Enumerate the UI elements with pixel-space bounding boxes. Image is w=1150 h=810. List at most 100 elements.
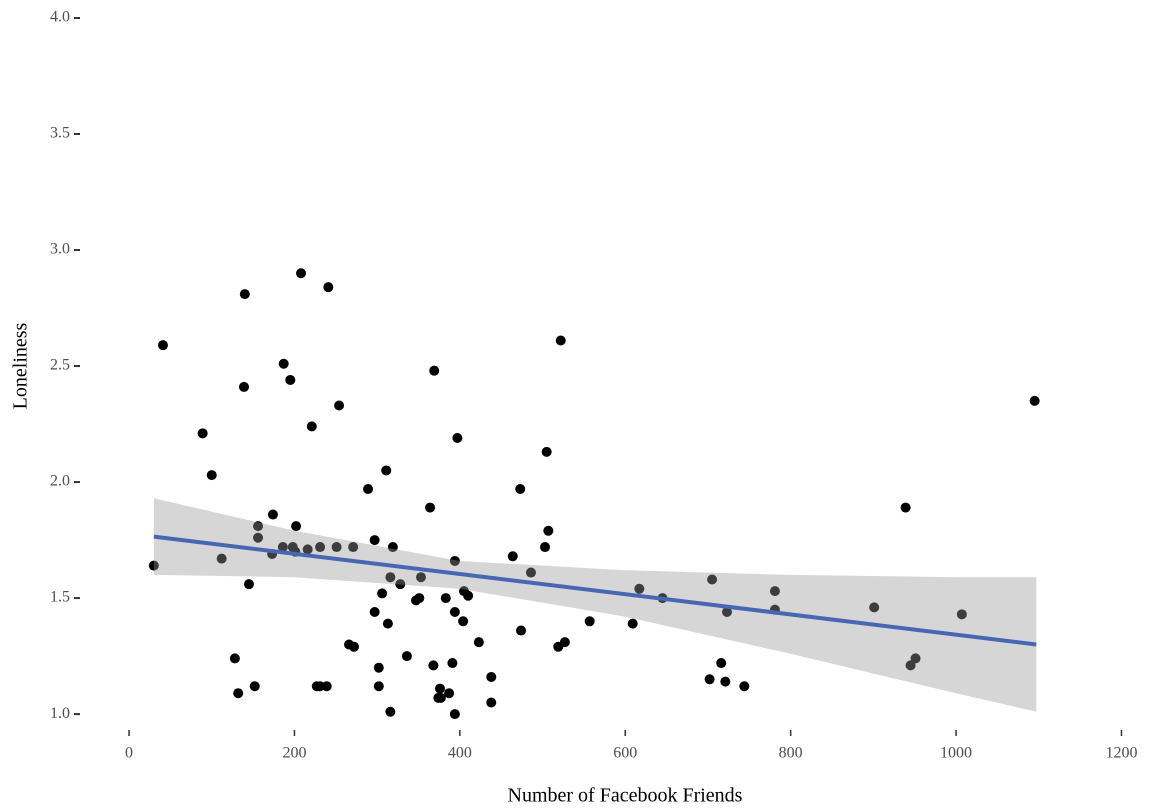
point xyxy=(373,662,384,673)
point xyxy=(253,521,264,532)
point xyxy=(197,428,208,439)
point xyxy=(238,381,249,392)
point xyxy=(381,465,392,476)
point xyxy=(452,432,463,443)
point xyxy=(473,637,484,648)
point xyxy=(239,289,250,300)
point xyxy=(707,574,718,585)
point xyxy=(516,625,527,636)
x-tick-label: 0 xyxy=(125,745,133,762)
point xyxy=(525,567,536,578)
point xyxy=(278,358,289,369)
y-axis-title: Loneliness xyxy=(10,322,32,409)
point xyxy=(440,593,451,604)
point xyxy=(243,579,254,590)
point xyxy=(428,660,439,671)
point xyxy=(463,590,474,601)
point xyxy=(910,653,921,664)
point xyxy=(900,502,911,513)
point xyxy=(540,542,551,553)
point xyxy=(555,335,566,346)
point xyxy=(627,618,638,629)
point xyxy=(382,618,393,629)
point xyxy=(253,532,264,543)
point xyxy=(414,593,425,604)
point xyxy=(401,651,412,662)
x-tick-label: 400 xyxy=(448,745,472,762)
point xyxy=(249,681,260,692)
point xyxy=(486,697,497,708)
point xyxy=(233,688,244,699)
point xyxy=(769,586,780,597)
point xyxy=(905,660,916,671)
point xyxy=(447,658,458,669)
point xyxy=(559,637,570,648)
point xyxy=(541,446,552,457)
point xyxy=(323,282,334,293)
point xyxy=(515,484,526,495)
y-tick-label: 1.0 xyxy=(50,705,70,722)
point xyxy=(296,268,307,279)
point xyxy=(315,542,326,553)
x-tick-label: 200 xyxy=(282,745,306,762)
point xyxy=(216,553,227,564)
point xyxy=(306,421,317,432)
point xyxy=(584,616,595,627)
point xyxy=(434,683,445,694)
point xyxy=(157,340,168,351)
fit-line xyxy=(153,534,1037,647)
point xyxy=(449,555,460,566)
point xyxy=(425,502,436,513)
point xyxy=(458,616,469,627)
point xyxy=(869,602,880,613)
x-tick-label: 1000 xyxy=(940,745,972,762)
point xyxy=(363,484,374,495)
point xyxy=(387,542,398,553)
x-tick-label: 800 xyxy=(779,745,803,762)
y-tick-label: 2.0 xyxy=(50,473,70,490)
y-tick-label: 4.0 xyxy=(50,9,70,26)
point xyxy=(415,572,426,583)
point xyxy=(721,606,732,617)
point xyxy=(720,676,731,687)
point xyxy=(348,542,359,553)
point xyxy=(229,653,240,664)
point xyxy=(444,688,455,699)
y-tick-label: 1.5 xyxy=(50,589,70,606)
point xyxy=(956,609,967,620)
point xyxy=(348,641,359,652)
point xyxy=(395,579,406,590)
point xyxy=(449,709,460,720)
point xyxy=(385,572,396,583)
point xyxy=(716,658,727,669)
point xyxy=(507,551,518,562)
point xyxy=(148,560,159,571)
point xyxy=(435,692,446,703)
point xyxy=(704,674,715,685)
point xyxy=(377,588,388,599)
point xyxy=(206,470,217,481)
point xyxy=(331,542,342,553)
point xyxy=(267,509,278,520)
point xyxy=(334,400,345,411)
point xyxy=(302,544,313,555)
point xyxy=(291,521,302,532)
confidence-band xyxy=(153,498,1037,712)
point xyxy=(277,542,288,553)
point xyxy=(369,606,380,617)
y-tick-label: 3.5 xyxy=(50,125,70,142)
x-tick-label: 600 xyxy=(613,745,637,762)
point xyxy=(486,671,497,682)
point xyxy=(285,374,296,385)
point xyxy=(543,525,554,536)
y-tick-label: 3.0 xyxy=(50,241,70,258)
point xyxy=(321,681,332,692)
x-axis-title: Number of Facebook Friends xyxy=(508,785,743,807)
point xyxy=(385,706,396,717)
point xyxy=(634,583,645,594)
point xyxy=(429,365,440,376)
point xyxy=(369,535,380,546)
x-tick-label: 1200 xyxy=(1105,745,1137,762)
y-tick-label: 2.5 xyxy=(50,357,70,374)
